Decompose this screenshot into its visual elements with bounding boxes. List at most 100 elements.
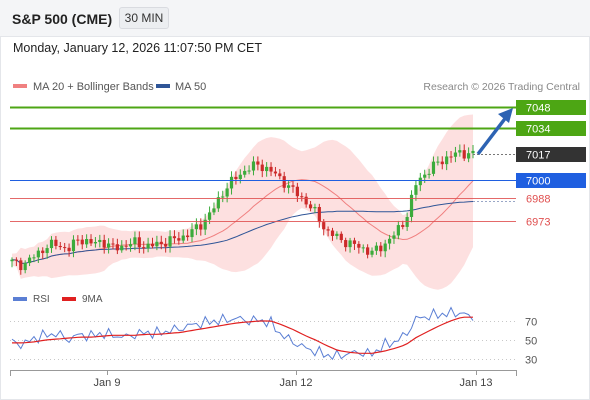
candle-body xyxy=(159,241,163,245)
candle-body xyxy=(273,171,278,174)
candle-body xyxy=(225,188,229,197)
candle-body xyxy=(462,150,466,159)
candle-body xyxy=(352,240,357,244)
candle-body xyxy=(186,235,190,238)
ma50-legend-swatch xyxy=(156,84,170,88)
rsi-tick-label: 70 xyxy=(525,317,537,329)
candle-body xyxy=(291,185,295,187)
candle-body xyxy=(317,206,321,223)
candle-body xyxy=(32,257,36,259)
resistance-tag xyxy=(516,121,586,136)
candle-body xyxy=(102,239,106,248)
ma9-line xyxy=(12,316,473,354)
candle-body xyxy=(287,185,291,188)
candle-body xyxy=(458,150,462,153)
candle-body xyxy=(445,156,449,165)
candle-body xyxy=(251,161,256,171)
candle-body xyxy=(326,229,330,231)
candle-body xyxy=(89,239,93,244)
candle-body xyxy=(58,245,62,248)
candle-body xyxy=(120,245,124,251)
candle-body xyxy=(199,224,203,230)
candle-body xyxy=(344,240,348,248)
candle-body xyxy=(71,239,76,252)
candle-body xyxy=(471,150,475,154)
candle-body xyxy=(23,263,27,271)
candle-body xyxy=(10,259,14,262)
candle-body xyxy=(45,248,49,254)
candle-body xyxy=(207,212,212,220)
candle-body xyxy=(203,219,207,230)
candle-body xyxy=(216,197,220,209)
x-axis-tick-label: Jan 9 xyxy=(94,377,121,389)
rsi-line xyxy=(11,306,474,361)
candle-body xyxy=(67,247,71,252)
rsi-legend-swatch xyxy=(13,297,27,301)
candle-body xyxy=(383,243,387,252)
candle-body xyxy=(330,230,335,236)
candle-body xyxy=(190,229,194,238)
candle-body xyxy=(269,166,273,172)
candle-body xyxy=(366,247,370,255)
candle-body xyxy=(256,161,260,165)
interval-button[interactable]: 30 MIN xyxy=(119,7,169,29)
candle-body xyxy=(115,244,119,251)
candle-body xyxy=(80,239,84,245)
candle-body xyxy=(278,173,282,177)
candle-body xyxy=(247,170,251,172)
candle-body xyxy=(238,174,242,180)
candle-body xyxy=(111,243,115,245)
candle-body xyxy=(164,244,168,247)
timestamp: Monday, January 12, 2026 11:07:50 PM CET xyxy=(13,41,262,55)
last-price-label: 7017 xyxy=(526,150,550,162)
support-label: 6973 xyxy=(526,217,550,229)
candle-body xyxy=(436,161,440,163)
rsi-legend-label: RSI xyxy=(33,294,50,305)
candle-body xyxy=(313,206,317,209)
forecast-arrow-shaft xyxy=(476,114,509,156)
candle-body xyxy=(85,239,89,245)
pivot-tag xyxy=(516,173,586,188)
candle-body xyxy=(322,222,326,230)
candle-body xyxy=(370,250,374,255)
candle-body xyxy=(348,240,352,248)
candle-body xyxy=(243,170,247,175)
candle-body xyxy=(19,260,23,271)
candle-body xyxy=(168,236,172,247)
candle-body xyxy=(414,185,418,195)
candle-body xyxy=(234,176,238,180)
candle-body xyxy=(106,243,111,248)
candle-body xyxy=(467,153,471,159)
candle-body xyxy=(137,237,141,248)
credit-text: Research © 2026 Trading Central xyxy=(423,81,580,93)
candle-body xyxy=(36,250,40,258)
last-price-tag xyxy=(516,147,586,162)
candle-body xyxy=(229,176,234,189)
candle-body xyxy=(387,238,392,244)
candle-body xyxy=(155,241,159,247)
x-axis-tick-label: Jan 12 xyxy=(279,377,312,389)
candle-body xyxy=(335,233,339,236)
candle-body xyxy=(63,247,67,249)
candle-body xyxy=(212,208,216,213)
candle-body xyxy=(27,257,32,264)
candle-body xyxy=(440,161,444,165)
candle-body xyxy=(177,238,181,241)
candle-body xyxy=(124,245,128,247)
ma9-legend-label: 9MA xyxy=(82,294,103,305)
ma20-legend-label: MA 20 + Bollinger Bands xyxy=(33,81,154,93)
ma50-line xyxy=(11,201,474,264)
candle-body xyxy=(427,173,431,175)
rsi-tick-label: 50 xyxy=(525,336,537,348)
support-label: 6988 xyxy=(526,194,550,206)
pivot-label: 7000 xyxy=(526,176,550,188)
candle-body xyxy=(339,233,343,241)
candle-body xyxy=(260,164,264,172)
candle-body xyxy=(172,236,177,239)
resistance-label: 7034 xyxy=(526,124,550,136)
candle-body xyxy=(150,243,155,247)
candle-body xyxy=(128,244,133,247)
rsi-tick-label: 30 xyxy=(525,355,537,367)
candle-body xyxy=(265,166,269,172)
